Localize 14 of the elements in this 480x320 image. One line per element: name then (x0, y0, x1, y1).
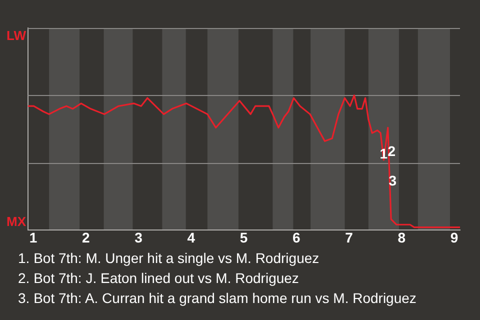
x-tick-label: 1 (29, 229, 38, 246)
x-tick-label: 7 (345, 229, 354, 246)
text: LW (6, 28, 27, 44)
x-tick-label: 8 (398, 229, 406, 246)
x-tick-label: 5 (240, 229, 248, 246)
text: 3. Bot 7th: A. Curran hit a grand slam home run vs M. Rodriguez (18, 289, 416, 308)
x-tick-label: 9 (450, 229, 458, 246)
text: 2. Bot 7th: J. Eaton lined out vs M. Rodriguez (18, 269, 300, 288)
text: 1. Bot 7th: M. Unger hit a single vs M. Rodriguez (18, 249, 320, 268)
text: MX (6, 214, 26, 230)
x-tick-label: 4 (187, 229, 196, 246)
x-tick-label: 2 (82, 229, 90, 246)
x-tick-label: 6 (292, 229, 300, 246)
x-tick-label: 3 (134, 229, 143, 246)
